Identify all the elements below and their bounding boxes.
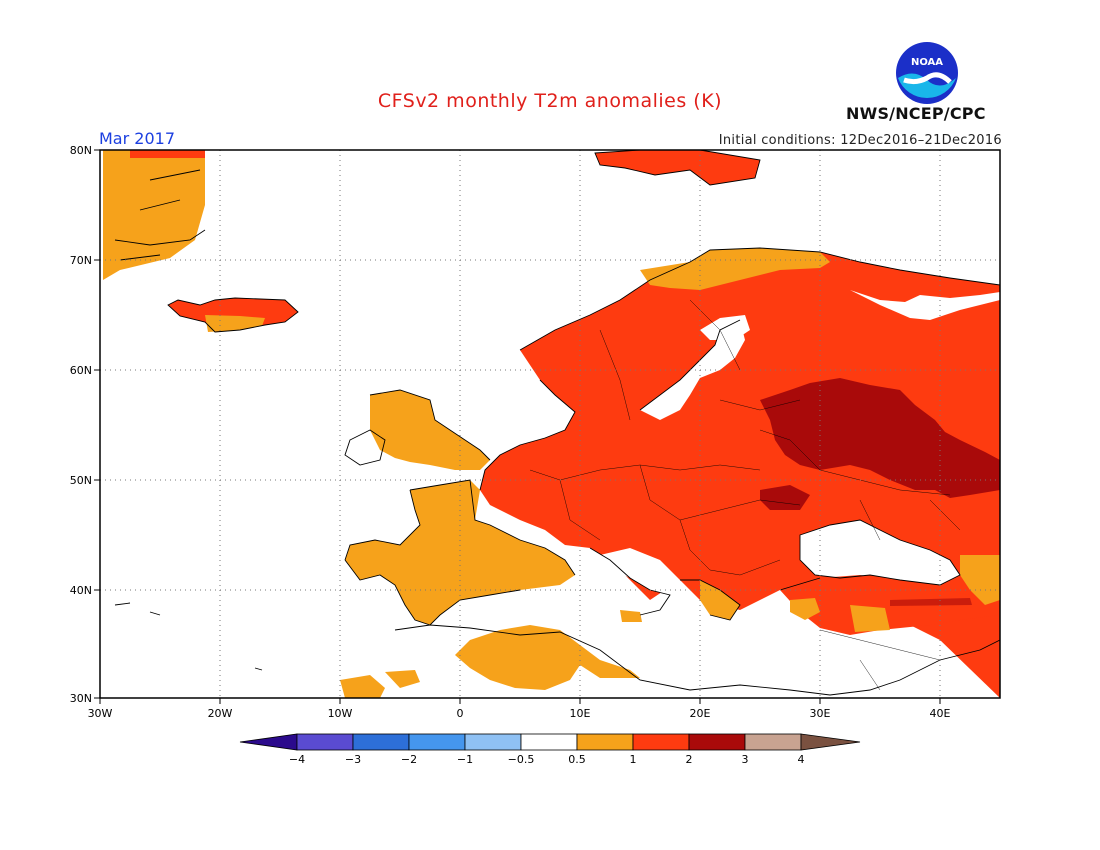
- agency-label: NWS/NCEP/CPC: [846, 104, 986, 123]
- lon-label-30e: 30E: [810, 707, 831, 720]
- lon-label-10e: 10E: [570, 707, 591, 720]
- colorbar-arrow-high: [800, 733, 861, 751]
- noaa-logo-text: NOAA: [911, 57, 943, 68]
- colorbar-label: −1: [457, 753, 473, 766]
- forecast-month: Mar 2017: [99, 129, 175, 148]
- lat-label-70n: 70N: [70, 254, 92, 267]
- colorbar-label: −4: [289, 753, 305, 766]
- anomaly-field: [103, 150, 1000, 698]
- grid-lines: [100, 150, 1000, 698]
- map-frame: [99, 149, 1001, 699]
- lon-label-40e: 40E: [930, 707, 951, 720]
- map-title: CFSv2 monthly T2m anomalies (K): [377, 90, 723, 112]
- initial-conditions: Initial conditions: 12Dec2016–21Dec2016: [718, 133, 1002, 148]
- lat-label-80n: 80N: [70, 144, 92, 157]
- colorbar-label: 1: [630, 753, 637, 766]
- noaa-logo: NOAA: [896, 42, 958, 104]
- colorbar: [239, 733, 861, 751]
- colorbar-label: −2: [401, 753, 417, 766]
- colorbar-label: 2: [686, 753, 693, 766]
- lat-label-50n: 50N: [70, 474, 92, 487]
- lon-label-20w: 20W: [208, 707, 233, 720]
- lon-label-20e: 20E: [690, 707, 711, 720]
- colorbar-label: 3: [742, 753, 749, 766]
- colorbar-label: 4: [798, 753, 805, 766]
- colorbar-label: −3: [345, 753, 361, 766]
- lon-label-30w: 30W: [88, 707, 113, 720]
- lon-label-10w: 10W: [328, 707, 353, 720]
- lon-label-0: 0: [457, 707, 464, 720]
- colorbar-label: −0.5: [508, 753, 535, 766]
- lat-label-60n: 60N: [70, 364, 92, 377]
- lat-label-30n: 30N: [70, 692, 92, 705]
- axis-ticks: [94, 149, 941, 704]
- colorbar-arrow-low: [239, 733, 298, 751]
- lat-label-40n: 40N: [70, 584, 92, 597]
- colorbar-label: 0.5: [568, 753, 586, 766]
